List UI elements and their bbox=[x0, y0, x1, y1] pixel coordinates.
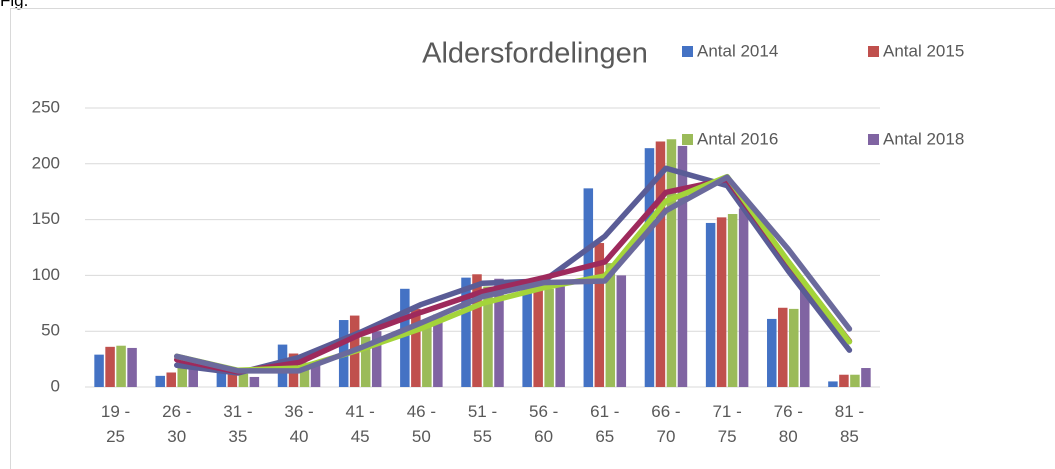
bar bbox=[544, 288, 554, 387]
x-tick-label: 31 - 35 bbox=[223, 402, 253, 446]
bar bbox=[227, 371, 238, 387]
bar bbox=[800, 289, 810, 387]
bar bbox=[616, 275, 627, 387]
bar bbox=[299, 362, 310, 387]
bar bbox=[555, 286, 565, 387]
y-tick-label: 200 bbox=[32, 153, 60, 172]
bar bbox=[116, 345, 126, 387]
x-tick-label: 81 - 85 bbox=[834, 402, 865, 446]
y-tick-label: 100 bbox=[32, 265, 60, 284]
bar bbox=[371, 331, 382, 387]
bar bbox=[155, 375, 165, 387]
bar bbox=[738, 208, 749, 387]
bar bbox=[433, 314, 443, 387]
bar bbox=[166, 372, 176, 387]
bar bbox=[789, 308, 799, 387]
bar bbox=[644, 148, 655, 387]
bar bbox=[666, 139, 677, 387]
x-tick-label: 71 - 75 bbox=[712, 402, 742, 446]
bar bbox=[411, 308, 421, 387]
bar bbox=[677, 145, 688, 387]
bar bbox=[188, 364, 198, 387]
bar bbox=[360, 336, 371, 387]
bar bbox=[422, 320, 432, 387]
bar bbox=[655, 141, 666, 387]
bar bbox=[461, 277, 471, 387]
bar bbox=[533, 280, 543, 387]
x-tick-label: 66 - 70 bbox=[651, 402, 681, 446]
bar bbox=[522, 284, 532, 387]
bar bbox=[594, 243, 605, 387]
legend-swatch bbox=[682, 134, 693, 145]
bar bbox=[238, 373, 249, 387]
bar bbox=[249, 376, 260, 387]
x-tick-label: 46 - 50 bbox=[406, 402, 436, 446]
chart-border bbox=[10, 8, 1055, 469]
bar bbox=[861, 368, 871, 387]
x-tick-label: 61 - 65 bbox=[590, 402, 620, 446]
bar bbox=[778, 307, 788, 387]
legend-swatch bbox=[868, 134, 879, 145]
legend-label: Antal 2015 bbox=[883, 41, 964, 60]
caption: Fig. bbox=[0, 0, 29, 10]
bar bbox=[727, 214, 738, 387]
bar bbox=[716, 217, 727, 387]
bar bbox=[472, 274, 482, 387]
bar bbox=[705, 222, 716, 387]
y-tick-label: 250 bbox=[32, 97, 60, 116]
bar bbox=[583, 188, 594, 387]
legend-swatch bbox=[868, 46, 879, 57]
x-tick-label: 76 - 80 bbox=[773, 402, 803, 446]
bar bbox=[850, 374, 860, 387]
x-tick-label: 36 - 40 bbox=[284, 402, 314, 446]
trendline bbox=[173, 174, 853, 374]
bar bbox=[767, 318, 777, 387]
x-tick-label: 41 - 45 bbox=[345, 402, 375, 446]
x-tick-label: 19 - 25 bbox=[100, 402, 131, 446]
y-tick-label: 0 bbox=[51, 376, 60, 395]
bar bbox=[105, 346, 115, 387]
bar bbox=[483, 286, 493, 387]
bar bbox=[94, 354, 104, 387]
x-tick-label: 26 - 30 bbox=[162, 402, 192, 446]
bar bbox=[839, 374, 849, 387]
y-tick-label: 150 bbox=[32, 209, 60, 228]
bar bbox=[127, 347, 137, 387]
legend-label: Antal 2016 bbox=[697, 129, 778, 148]
bar bbox=[400, 288, 410, 387]
x-tick-label: 51 - 55 bbox=[467, 402, 498, 446]
bar bbox=[494, 278, 504, 387]
bar bbox=[605, 263, 616, 387]
chart-title: Aldersfordelingen bbox=[422, 38, 648, 70]
legend-swatch bbox=[682, 46, 693, 57]
y-tick-label: 50 bbox=[41, 321, 60, 340]
bar bbox=[828, 381, 838, 387]
x-tick-label: 56 - 60 bbox=[528, 402, 559, 446]
bar bbox=[216, 370, 227, 387]
bar bbox=[177, 366, 187, 387]
bar bbox=[310, 364, 321, 387]
legend-label: Antal 2018 bbox=[883, 129, 964, 148]
legend-label: Antal 2014 bbox=[697, 41, 778, 60]
